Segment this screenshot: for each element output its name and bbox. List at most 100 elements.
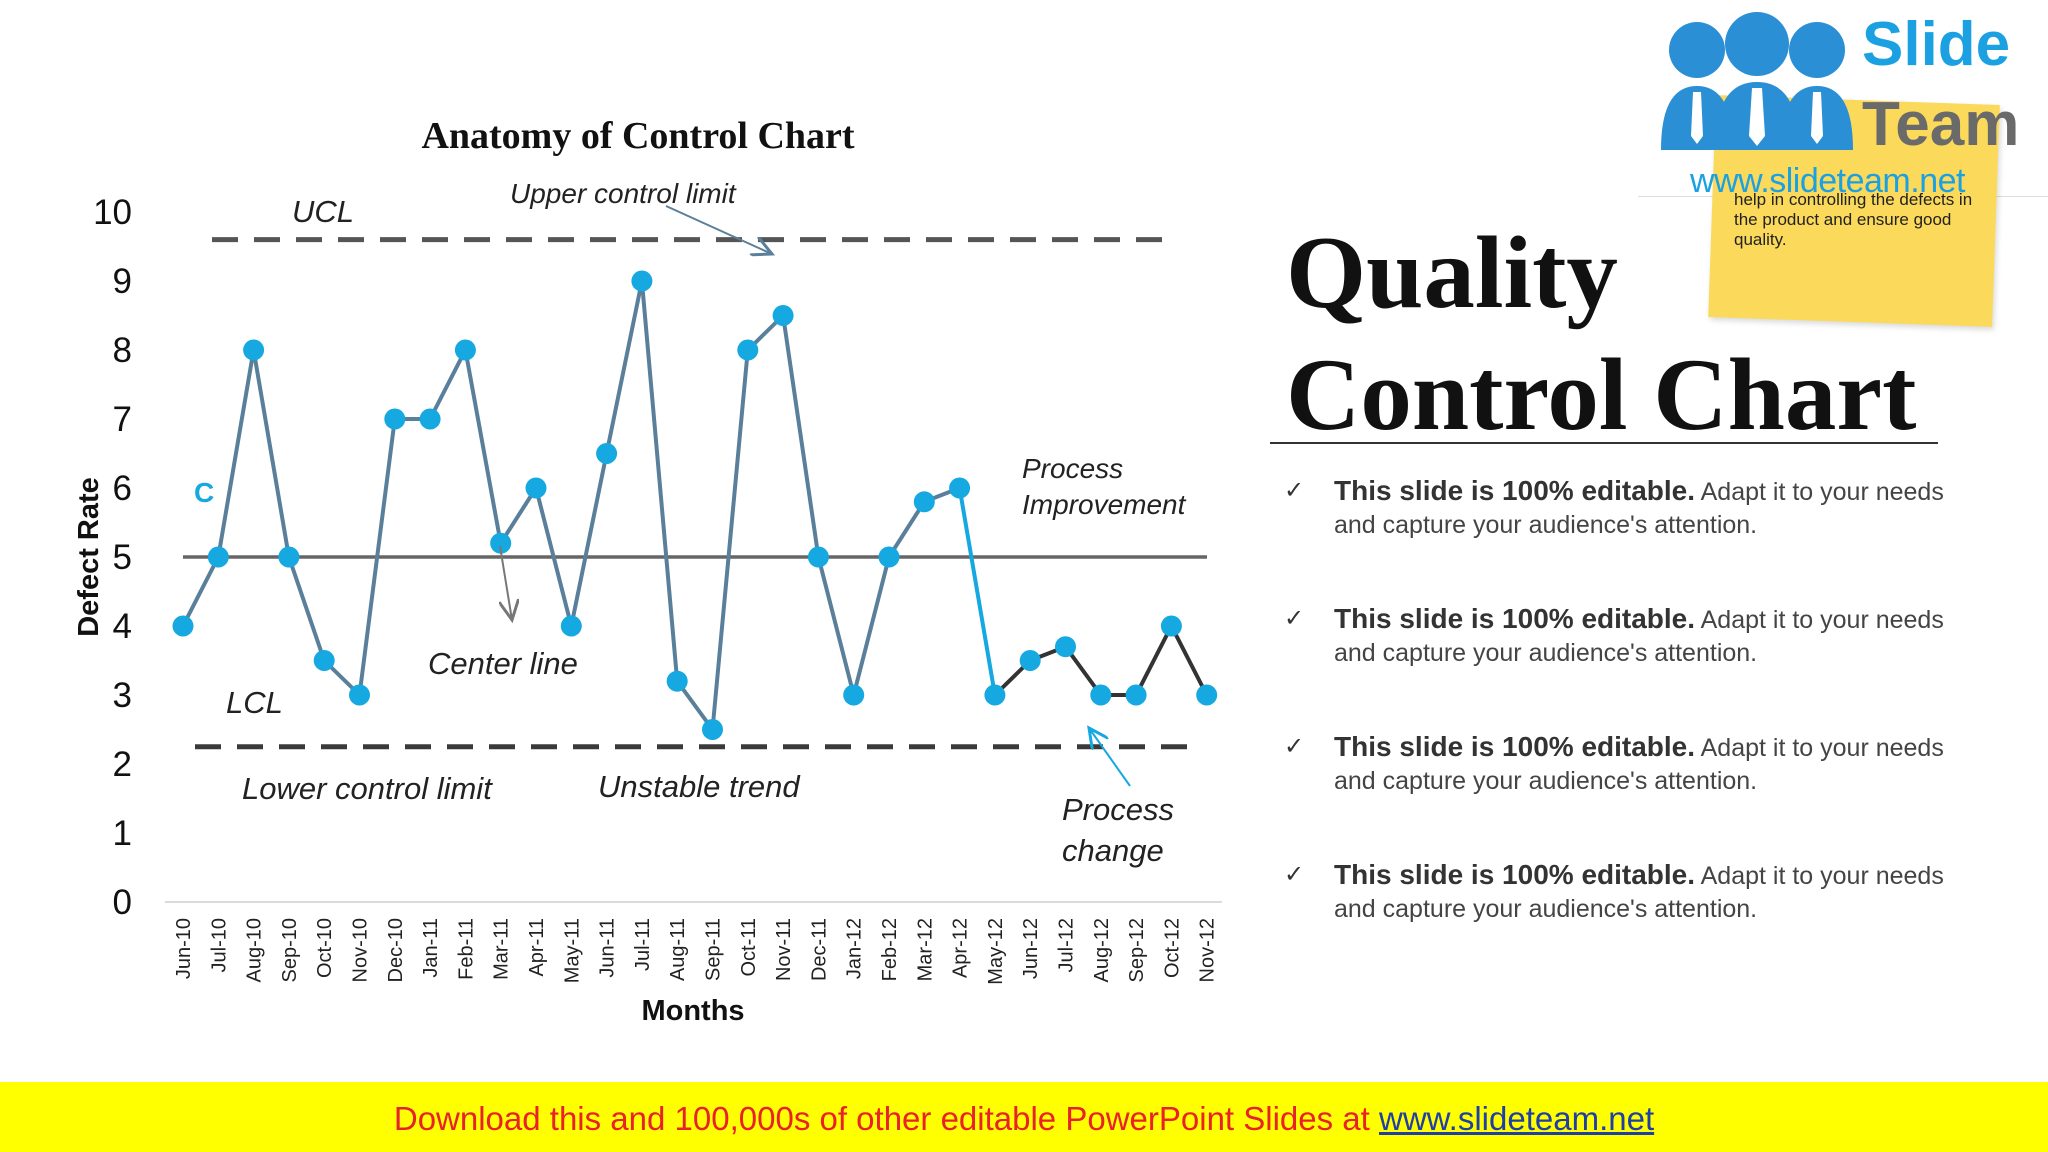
sticky-note-text: help in controlling the defects in the p… <box>1734 190 1973 249</box>
bullet-text: Adapt it to your needs and capture your … <box>1334 862 1944 923</box>
chart-title: Anatomy of Control Chart <box>421 115 854 157</box>
bullet-item: ✓ This slide is 100% editable. Adapt it t… <box>1284 858 1944 986</box>
x-tick-label: Dec-11 <box>808 918 830 981</box>
series-segment <box>851 555 891 697</box>
process-change-arrow <box>1089 728 1131 787</box>
footer-text-wrap: Download this and 100,000s of other edit… <box>0 1100 2048 1138</box>
data-point <box>384 408 406 430</box>
series-segment <box>887 499 927 559</box>
x-tick-label: Jul-11 <box>632 918 654 971</box>
chart-axes: 0 1 2 3 4 5 6 7 8 9 10 Jun-10 Jul-10 Aug-10 Sep-10 Oct-… <box>73 193 1222 1027</box>
process-change-label-line1: Process <box>1062 792 1174 827</box>
data-point <box>490 532 512 554</box>
x-tick-label: Sep-11 <box>703 918 725 981</box>
unstable-trend-label: Unstable trend <box>598 769 801 804</box>
series-segment <box>534 486 574 628</box>
lower-control-limit-label: Lower control limit <box>242 771 493 806</box>
data-point <box>984 684 1006 706</box>
y-tick-label: 3 <box>113 676 132 715</box>
y-tick-label: 8 <box>113 331 132 370</box>
series-segment <box>286 555 327 663</box>
x-tick-label: Nov-11 <box>773 918 795 981</box>
data-point <box>349 684 370 706</box>
data-point <box>243 339 265 361</box>
x-tick-label: Apr-11 <box>526 918 548 977</box>
x-tick-label: Jan-11 <box>420 918 442 978</box>
chart-annotations: UCL Upper control limit LCL Lower contro… <box>194 178 1187 868</box>
x-tick-label: Jan-12 <box>844 918 866 979</box>
series-segment <box>181 555 221 628</box>
x-tick-label: Feb-11 <box>455 918 477 980</box>
lcl-label: LCL <box>226 685 283 720</box>
x-tick-label: Oct-12 <box>1161 918 1183 978</box>
bullet-strong-text: This slide is 100% editable. <box>1334 859 1696 890</box>
checkmark-icon: ✓ <box>1284 476 1305 504</box>
data-point <box>631 270 653 292</box>
c-label: C <box>194 477 214 508</box>
x-tick-label: Sep-10 <box>279 918 301 983</box>
data-point <box>949 477 971 499</box>
y-tick-label: 7 <box>113 400 132 439</box>
footer-link[interactable]: www.slideteam.net <box>1379 1100 1655 1137</box>
y-tick-label: 0 <box>113 883 132 922</box>
control-chart: Anatomy of Control Chart 0 1 2 3 4 5 6 7 8 9 10 Jun… <box>73 115 1222 1027</box>
x-tick-label: Apr-12 <box>950 918 972 978</box>
x-tick-label: Oct-11 <box>738 918 760 977</box>
title-divider <box>1270 442 1938 444</box>
series-segment <box>710 348 750 732</box>
bullet-list: ✓ This slide is 100% editable. Adapt it t… <box>1284 474 1944 986</box>
data-point <box>702 719 723 740</box>
data-point <box>737 339 759 361</box>
y-tick-label: 5 <box>113 538 132 577</box>
data-point <box>525 477 547 499</box>
process-improvement-label-line1: Process <box>1022 453 1123 484</box>
x-tick-label: Feb-12 <box>879 918 901 981</box>
data-point <box>772 305 794 326</box>
data-point <box>1196 684 1218 706</box>
data-point <box>1125 684 1147 706</box>
logo-team-word: Team <box>1862 90 2020 159</box>
bullet-text: Adapt it to your needs and capture your … <box>1334 478 1944 539</box>
y-tick-label: 10 <box>93 193 132 232</box>
bullet-strong-text: This slide is 100% editable. <box>1334 731 1696 762</box>
x-tick-label: Mar-12 <box>914 918 936 981</box>
bullet-text: Adapt it to your needs and capture your … <box>1334 734 1944 795</box>
slide-title-line1: Quality <box>1286 216 1618 330</box>
x-tick-label: May-11 <box>561 918 583 983</box>
data-point <box>419 408 441 430</box>
slide-title: Quality Control Chart <box>1286 212 1986 456</box>
series-line <box>181 279 1209 732</box>
x-tick-label: Jun-12 <box>1020 918 1042 979</box>
series-segment <box>251 348 291 559</box>
center-line-arrow <box>500 545 512 620</box>
x-tick-label: May-12 <box>985 918 1007 985</box>
data-point <box>278 546 300 568</box>
series-markers <box>172 270 1218 740</box>
data-point <box>560 615 582 637</box>
bullet-strong-text: This slide is 100% editable. <box>1334 603 1696 634</box>
bullet-strong-text: This slide is 100% editable. <box>1334 475 1696 506</box>
data-point <box>454 339 476 361</box>
data-point <box>913 491 935 513</box>
x-tick-label: Jul-12 <box>1056 918 1078 972</box>
logo-url[interactable]: www.slideteam.net <box>1690 162 1965 200</box>
upper-control-limit-arrow <box>665 205 772 254</box>
data-point <box>172 615 194 637</box>
y-tick-label: 6 <box>113 469 132 508</box>
y-tick-label: 9 <box>113 262 132 301</box>
series-segment <box>216 348 256 559</box>
ucl-label: UCL <box>292 194 354 229</box>
series-segment <box>1134 624 1174 697</box>
x-tick-label: Jul-10 <box>208 918 230 972</box>
bullet-text: Adapt it to your needs and capture your … <box>1334 606 1944 667</box>
bullet-item: ✓ This slide is 100% editable. Adapt it t… <box>1284 474 1944 602</box>
data-point <box>596 443 618 464</box>
logo-slide-word: Slide <box>1862 10 2011 79</box>
checkmark-icon: ✓ <box>1284 604 1305 632</box>
x-tick-label: Aug-10 <box>244 918 266 983</box>
data-point <box>666 670 688 692</box>
footer-banner: Download this and 100,000s of other edit… <box>0 1082 2048 1152</box>
bullet-item: ✓ This slide is 100% editable. Adapt it t… <box>1284 602 1944 730</box>
y-tick-label: 4 <box>113 607 132 646</box>
data-point <box>843 684 865 706</box>
